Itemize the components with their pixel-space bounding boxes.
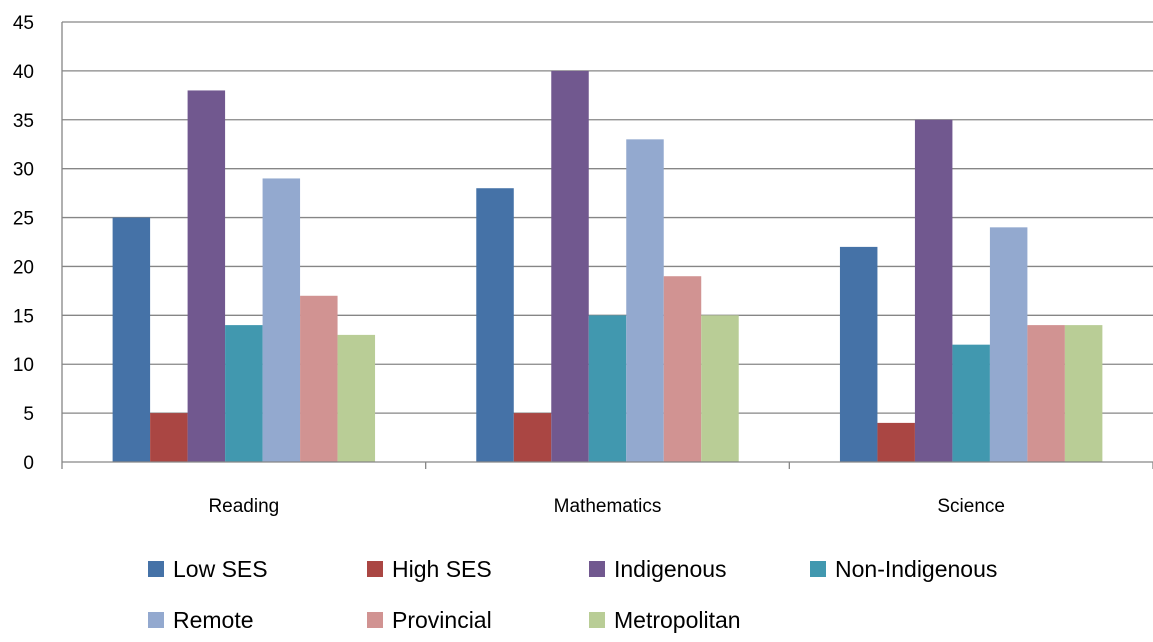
bar-high-ses-reading (150, 413, 188, 462)
y-tick-label: 10 (13, 355, 34, 376)
legend-swatch (148, 561, 164, 577)
legend-item: Metropolitan (589, 607, 741, 633)
bar-high-ses-mathematics (513, 413, 552, 462)
y-tick-label: 15 (13, 306, 34, 327)
bar-non-indigenous-reading (225, 325, 263, 462)
legend-item: Remote (148, 607, 254, 633)
bar-provincial-science (1027, 325, 1065, 462)
x-tick-label: Mathematics (554, 496, 662, 517)
legend-item: Indigenous (589, 556, 727, 582)
x-tick-label: Reading (208, 496, 279, 517)
bar-provincial-reading (300, 295, 338, 462)
legend-swatch (367, 612, 383, 628)
axes (61, 22, 1153, 469)
legend-swatch (148, 612, 164, 628)
y-tick-label: 45 (13, 13, 34, 34)
bar-remote-mathematics (626, 139, 664, 463)
bar-indigenous-science (914, 119, 953, 463)
legend-swatch (810, 561, 826, 577)
bar-non-indigenous-science (952, 344, 990, 462)
bar-metropolitan-mathematics (701, 315, 739, 462)
legend-label: Non-Indigenous (835, 556, 997, 582)
legend-label: Indigenous (614, 556, 727, 582)
legend-swatch (589, 561, 605, 577)
legend-label: High SES (392, 556, 492, 582)
y-tick-label: 0 (23, 453, 34, 474)
legend-item: High SES (367, 556, 492, 582)
bar-provincial-mathematics (663, 276, 702, 462)
bars (112, 70, 1103, 463)
legend-label: Low SES (173, 556, 268, 582)
bar-remote-science (989, 227, 1028, 462)
legend: Low SES High SES Indigenous Non-Indigenous R… (148, 556, 997, 633)
y-axis-tick-labels: 0 5 10 15 20 25 30 35 40 45 (13, 13, 34, 474)
bar-low-ses-reading (112, 217, 151, 462)
y-tick-label: 5 (23, 404, 34, 425)
y-tick-label: 20 (13, 257, 34, 278)
legend-item: Provincial (367, 607, 492, 633)
bar-low-ses-science (839, 246, 878, 462)
legend-label: Metropolitan (614, 607, 741, 633)
bar-high-ses-science (877, 422, 915, 462)
bar-indigenous-reading (187, 90, 226, 462)
legend-swatch (367, 561, 383, 577)
x-axis-tick-labels: Reading Mathematics Science (208, 496, 1005, 517)
bar-low-ses-mathematics (476, 188, 514, 462)
bar-remote-reading (262, 178, 301, 462)
y-tick-label: 25 (13, 209, 34, 230)
y-tick-label: 35 (13, 111, 34, 132)
y-tick-label: 30 (13, 160, 34, 181)
y-tick-label: 40 (13, 62, 34, 83)
bar-metropolitan-reading (337, 334, 376, 462)
bar-indigenous-mathematics (551, 70, 589, 462)
x-tick-label: Science (937, 496, 1005, 517)
legend-item: Non-Indigenous (810, 556, 997, 582)
legend-swatch (589, 612, 605, 628)
bar-non-indigenous-mathematics (588, 315, 627, 462)
legend-item: Low SES (148, 556, 268, 582)
legend-label: Remote (173, 607, 254, 633)
legend-label: Provincial (392, 607, 492, 633)
bar-metropolitan-science (1064, 325, 1103, 462)
